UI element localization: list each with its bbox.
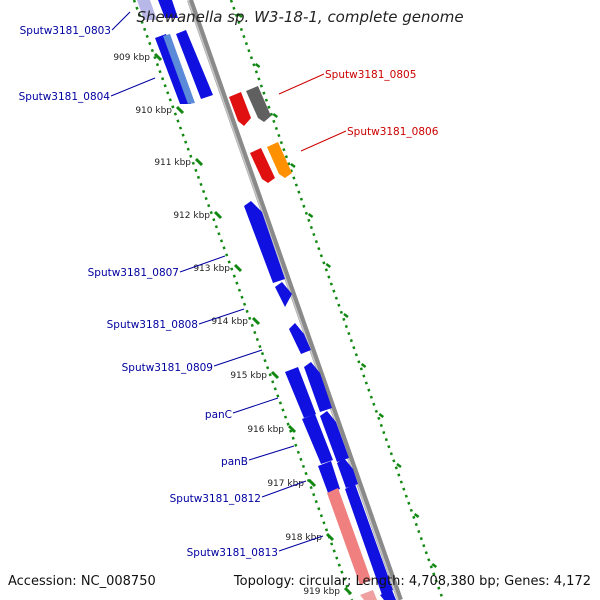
gene-feature-0804-b[interactable] [176, 30, 213, 99]
reverse-strand-genes [229, 86, 292, 183]
major-tick-mark [153, 52, 163, 62]
outer-ruler-tick [237, 13, 243, 18]
tick-label: 917 kbp [267, 479, 304, 489]
tick-label: 911 kbp [154, 158, 191, 168]
gene-label-leader [213, 349, 263, 367]
tick-label: 914 kbp [211, 317, 248, 327]
gene-label-Sputw3181_0803[interactable]: Sputw3181_0803 [20, 25, 111, 37]
outer-ruler-dotted [229, 0, 445, 600]
outer-ruler-tick [343, 313, 349, 318]
gene-feature-panC-b[interactable] [304, 362, 332, 412]
gene-feature-panC-a[interactable] [285, 367, 316, 418]
inner-ruler-dotted [132, 0, 354, 600]
outer-ruler-tick [254, 62, 261, 69]
tick-label: 915 kbp [230, 371, 267, 381]
gene-feature-pink[interactable] [327, 488, 371, 585]
forward-strand-genes [137, 0, 396, 600]
gene-label-Sputw3181_0812[interactable]: Sputw3181_0812 [170, 493, 261, 505]
major-tick-mark [307, 478, 317, 488]
genome-backbone-highlight [187, 0, 399, 600]
gene-label-Sputw3181_0808[interactable]: Sputw3181_0808 [107, 319, 198, 331]
ruler-major-ticks: 909 kbp 910 kbp 911 kbp 912 kbp 913 kbp 914 k… [113, 52, 353, 597]
gene-feature-0809[interactable] [289, 323, 311, 354]
gene-label-leader [110, 77, 156, 97]
gene-feature-0806-orange[interactable] [267, 142, 292, 178]
outer-ruler-tick [272, 113, 279, 118]
outer-ruler-tick [307, 213, 314, 218]
gene-feature-0805-gray[interactable] [246, 86, 271, 122]
gene-feature-0807[interactable] [244, 201, 285, 283]
gene-feature-0803[interactable] [137, 0, 157, 20]
gene-feature-0803-b[interactable] [158, 0, 178, 18]
tick-label: 909 kbp [113, 53, 150, 63]
outer-ruler-tick [396, 463, 402, 468]
major-tick-mark [270, 370, 280, 380]
major-tick-mark [233, 263, 243, 273]
gene-label-Sputw3181_0809[interactable]: Sputw3181_0809 [122, 362, 213, 374]
tick-label: 912 kbp [173, 211, 210, 221]
outer-ruler-tick [431, 563, 438, 568]
gene-label-leader [261, 480, 307, 498]
gene-label-leader [248, 445, 295, 461]
gene-feature-panB-a[interactable] [302, 414, 333, 464]
gene-label-Sputw3181_0804[interactable]: Sputw3181_0804 [19, 91, 111, 103]
ruler-minor-ticks [237, 13, 438, 568]
tick-label: 919 kbp [303, 587, 340, 597]
gene-feature-0805-red[interactable] [229, 92, 251, 126]
outer-ruler-tick [325, 263, 332, 268]
gene-label-leader [179, 255, 226, 273]
gene-label-Sputw3181_0807[interactable]: Sputw3181_0807 [88, 267, 179, 279]
accession-text: Accession: NC_008750 [8, 574, 156, 589]
gene-feature-bottom[interactable] [360, 590, 377, 600]
gene-feature-0813[interactable] [345, 484, 393, 595]
gene-label-Sputw3181_0813[interactable]: Sputw3181_0813 [187, 547, 278, 559]
outer-ruler-tick [413, 513, 420, 518]
gene-label-leader [278, 73, 325, 95]
gene-labels: Sputw3181_0803 Sputw3181_0804 Sputw3181_08… [19, 11, 439, 559]
gene-feature-0804-light[interactable] [163, 34, 195, 104]
outer-ruler-tick [378, 413, 385, 418]
genome-title: Shewanella sp. W3-18-1, complete genome [136, 8, 464, 26]
gene-label-leader [232, 397, 279, 414]
gene-label-panC[interactable]: panC [205, 409, 232, 421]
gene-feature-bottom-b[interactable] [380, 590, 396, 600]
tick-label: 918 kbp [285, 533, 322, 543]
outer-ruler-tick [290, 163, 296, 168]
gene-feature-0808[interactable] [275, 282, 292, 307]
tick-label: 916 kbp [247, 425, 284, 435]
genome-backbone [187, 0, 403, 600]
gene-label-Sputw3181_0806[interactable]: Sputw3181_0806 [347, 126, 439, 138]
major-tick-mark [194, 157, 204, 167]
gene-label-leader [198, 308, 245, 325]
gene-feature-0812-a[interactable] [318, 461, 340, 493]
major-tick-mark [251, 316, 261, 326]
gene-label-leader [278, 535, 324, 552]
gene-label-Sputw3181_0805[interactable]: Sputw3181_0805 [325, 69, 416, 81]
gene-label-leader [111, 11, 131, 31]
major-tick-mark [343, 586, 353, 596]
major-tick-mark [325, 532, 335, 542]
gene-feature-panB-b[interactable] [320, 411, 349, 462]
gene-label-leader [300, 130, 347, 152]
gene-label-panB[interactable]: panB [221, 456, 248, 468]
tick-label: 910 kbp [135, 106, 172, 116]
tick-label: 913 kbp [193, 264, 230, 274]
major-tick-mark [213, 210, 223, 220]
gene-feature-0812-b[interactable] [337, 458, 358, 488]
major-tick-mark [175, 105, 185, 115]
major-tick-mark [287, 424, 297, 434]
topology-text: Topology: circular; Length: 4,708,380 bp… [233, 574, 591, 589]
outer-ruler-tick [360, 363, 367, 368]
gene-feature-0806-red[interactable] [250, 148, 275, 183]
